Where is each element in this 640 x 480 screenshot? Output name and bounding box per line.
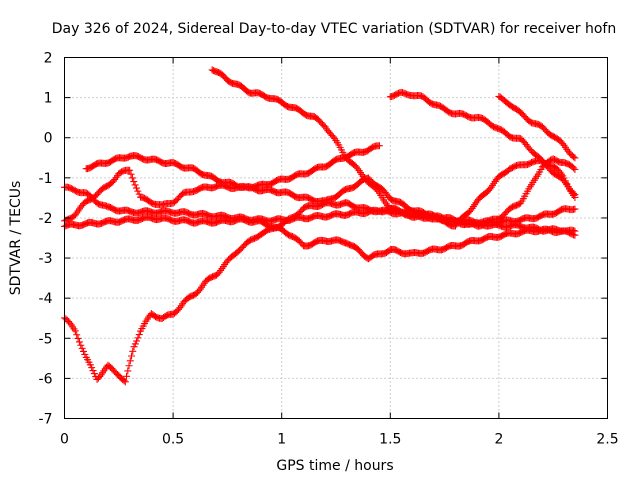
- data-point: [127, 170, 135, 178]
- data-point: [559, 140, 567, 148]
- data-point: [570, 189, 578, 197]
- series-marks: [61, 66, 579, 386]
- data-point: [89, 367, 97, 375]
- y-axis-label: SDTVAR / TECUs: [8, 181, 24, 296]
- plot-frame: [64, 57, 608, 419]
- data-point: [195, 287, 203, 295]
- data-point: [131, 340, 139, 348]
- data-point: [571, 165, 579, 173]
- data-point: [128, 352, 136, 360]
- x-tick-label: 0.5: [162, 432, 184, 448]
- data-point: [467, 206, 475, 214]
- y-tick-label: 1: [44, 91, 53, 107]
- data-point: [135, 331, 143, 339]
- data-point: [128, 174, 136, 182]
- x-tick-labels: 0 0.5 1 1.5 2 2.5: [60, 432, 619, 448]
- y-tick-label: -7: [39, 412, 53, 428]
- series-track-1: [61, 183, 579, 227]
- data-point: [75, 338, 83, 346]
- data-point: [131, 181, 139, 189]
- data-point: [132, 184, 140, 192]
- data-point: [571, 205, 579, 213]
- x-tick-label: 2: [494, 432, 503, 448]
- data-point: [175, 305, 183, 313]
- y-tick-label: -1: [39, 171, 53, 187]
- data-point: [571, 191, 579, 199]
- data-point: [126, 166, 134, 174]
- data-point: [570, 164, 578, 172]
- data-point: [80, 347, 88, 355]
- data-point: [78, 344, 86, 352]
- x-tick-label: 1.5: [379, 432, 401, 448]
- data-point: [570, 153, 578, 161]
- data-point: [373, 186, 381, 194]
- data-point: [124, 367, 132, 375]
- data-point: [129, 347, 137, 355]
- data-point: [73, 331, 81, 339]
- chart-title: Day 326 of 2024, Sidereal Day-to-day VTE…: [52, 21, 616, 37]
- data-point: [123, 372, 131, 380]
- data-point: [215, 268, 223, 276]
- data-point: [571, 227, 579, 235]
- y-tick-label: -5: [39, 331, 53, 347]
- x-axis-label: GPS time / hours: [276, 458, 393, 474]
- grid: [64, 57, 608, 419]
- series-track-8: [495, 92, 579, 162]
- data-point: [121, 378, 129, 386]
- series-track-6: [208, 66, 579, 230]
- data-point: [375, 142, 383, 150]
- data-point: [125, 362, 133, 370]
- data-point: [130, 178, 138, 186]
- y-tick-labels: -7 -6 -5 -4 -3 -2 -1 0 1 2: [39, 51, 53, 428]
- data-point: [81, 350, 89, 358]
- y-tick-label: -4: [39, 291, 53, 307]
- data-point: [77, 341, 85, 349]
- data-point: [134, 334, 142, 342]
- y-tick-label: -2: [39, 211, 53, 227]
- data-point: [96, 373, 104, 381]
- data-point: [88, 364, 96, 372]
- series-track-7: [386, 88, 579, 199]
- y-tick-label: -3: [39, 251, 53, 267]
- data-point: [486, 185, 494, 193]
- y-tick-label: -6: [39, 371, 53, 387]
- x-tick-label: 2.5: [596, 432, 618, 448]
- data-point: [74, 334, 82, 342]
- x-tick-label: 0: [60, 432, 69, 448]
- data-point: [126, 357, 134, 365]
- data-point: [71, 327, 79, 335]
- x-tick-label: 1: [277, 432, 286, 448]
- data-point: [90, 370, 98, 378]
- data-point: [134, 187, 142, 195]
- data-point: [571, 154, 579, 162]
- series-track-3: [61, 142, 383, 225]
- data-point: [120, 377, 128, 385]
- axis-ticks: [64, 57, 608, 419]
- y-tick-label: 0: [44, 131, 53, 147]
- y-tick-label: 2: [44, 51, 53, 67]
- data-point: [329, 133, 337, 141]
- data-point: [133, 337, 141, 345]
